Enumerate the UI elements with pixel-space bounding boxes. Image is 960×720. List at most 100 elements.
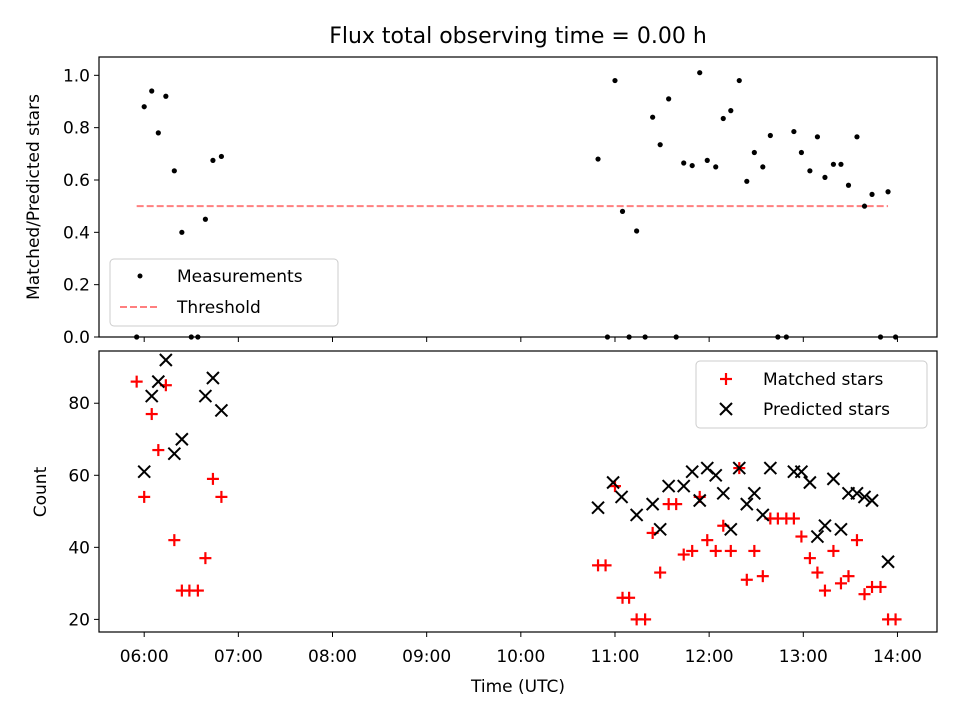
measurement-point	[892, 334, 899, 340]
predicted-star-point	[629, 508, 644, 522]
y-tick-label: 80	[68, 394, 90, 414]
legend-matched-marker	[720, 373, 732, 385]
predicted-star-point	[732, 461, 746, 475]
predicted-star-point	[661, 479, 676, 493]
top-y-axis-label: Matched/Predicted stars	[24, 94, 44, 300]
measurement-point	[604, 334, 611, 340]
measurement-point	[188, 334, 194, 340]
legend-matched-label: Matched stars	[763, 370, 883, 390]
matched-star-point	[138, 490, 151, 503]
measurement-point	[202, 216, 208, 222]
matched-star-point	[811, 566, 824, 579]
matched-star-point	[795, 530, 808, 543]
y-tick-label: 0.0	[63, 328, 90, 348]
matched-star-point	[787, 512, 800, 525]
matched-star-point	[152, 444, 165, 457]
matched-star-point	[724, 544, 737, 557]
y-tick-label: 0.2	[63, 276, 90, 296]
predicted-star-point	[716, 486, 730, 501]
measurement-point	[767, 132, 773, 139]
predicted-star-point	[198, 389, 213, 403]
x-tick-label: 06:00	[120, 647, 169, 667]
measurement-point	[141, 104, 147, 110]
matched-star-point	[639, 613, 652, 626]
bottom-panel: 20 40 60 80 06:00 07:00 08:00 09:00 10:00 11:00 1…	[31, 350, 938, 697]
matched-star-point	[803, 552, 816, 565]
matched-star-point	[599, 559, 612, 572]
matched-star-point	[623, 591, 636, 604]
predicted-star-point	[881, 555, 895, 569]
x-tick-label: 10:00	[496, 647, 545, 667]
measurement-point	[822, 174, 828, 180]
matched-star-point	[608, 480, 621, 493]
bottom-legend-box	[695, 360, 928, 429]
matched-star-point	[168, 534, 181, 547]
x-tick-label: 07:00	[214, 647, 263, 667]
bottom-x-axis: 06:00 07:00 08:00 09:00 10:00 11:00 12:00 13:00…	[120, 632, 922, 667]
y-tick-label: 40	[68, 538, 90, 558]
predicted-star-point	[159, 353, 173, 367]
matched-star-point	[842, 570, 855, 583]
bottom-x-axis-label: Time (UTC)	[470, 677, 565, 697]
measurement-point	[634, 228, 640, 234]
measurement-point	[877, 334, 884, 340]
measurement-point	[814, 134, 821, 140]
bottom-data-marks	[130, 353, 902, 626]
matched-star-point	[130, 375, 143, 388]
predicted-star-point	[756, 508, 770, 522]
matched-star-point	[709, 544, 722, 557]
measurement-point	[885, 189, 891, 195]
predicted-star-point	[167, 446, 182, 461]
predicted-star-point	[810, 529, 825, 544]
measurement-point	[195, 334, 201, 340]
matched-star-point	[858, 588, 871, 601]
predicted-star-point	[803, 475, 817, 490]
predicted-star-point	[693, 493, 707, 508]
matched-star-point	[874, 580, 887, 593]
matched-star-point	[748, 544, 761, 557]
measurement-point	[155, 130, 161, 136]
measurement-point	[595, 156, 601, 162]
matched-star-point	[145, 408, 158, 421]
matched-star-point	[740, 573, 753, 586]
x-tick-label: 08:00	[308, 647, 357, 667]
matched-star-point	[654, 566, 667, 579]
measurement-point	[171, 168, 177, 174]
predicted-star-point	[137, 464, 151, 479]
measurement-point	[673, 334, 679, 340]
predicted-star-point	[175, 432, 189, 446]
predicted-star-point	[747, 486, 762, 501]
measurement-point	[736, 77, 742, 84]
matched-star-point	[834, 577, 847, 590]
measurement-point	[666, 96, 672, 102]
measurement-point	[869, 191, 875, 197]
measurement-point	[218, 153, 225, 160]
measurement-point	[149, 88, 155, 94]
measurement-point	[845, 182, 852, 188]
y-tick-label: 60	[68, 466, 90, 486]
predicted-star-point	[850, 486, 864, 501]
y-tick-label: 0.8	[63, 119, 90, 139]
predicted-star-point	[677, 479, 691, 493]
top-legend-box	[109, 258, 339, 327]
measurement-point	[179, 229, 185, 235]
matched-star-point	[199, 552, 212, 565]
predicted-star-point	[206, 371, 220, 385]
bottom-legend: Matched stars Predicted stars	[695, 360, 928, 429]
legend-predicted-marker	[719, 402, 733, 416]
measurement-point	[626, 334, 632, 340]
bottom-y-axis-label: Count	[31, 466, 51, 517]
measurement-point	[854, 134, 860, 140]
predicted-star-point	[834, 522, 848, 537]
x-tick-label: 11:00	[590, 647, 639, 667]
legend-threshold-label: Threshold	[176, 298, 261, 318]
measurement-point	[807, 168, 813, 174]
measurement-point	[838, 161, 844, 167]
predicted-star-point	[724, 522, 738, 537]
predicted-star-point	[645, 497, 660, 511]
measurement-point	[704, 157, 710, 163]
matched-star-point	[701, 534, 714, 547]
measurement-point	[650, 114, 656, 120]
matched-star-point	[670, 498, 683, 511]
